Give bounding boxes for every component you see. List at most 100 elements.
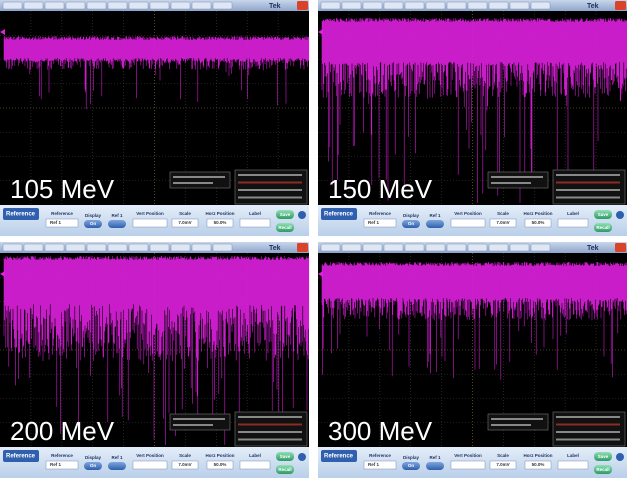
close-control[interactable] (616, 211, 624, 219)
control-label: Horz Position (524, 211, 553, 216)
control-label: Ref 1 (429, 213, 441, 218)
value-field (133, 461, 167, 469)
menu-tab (192, 244, 211, 251)
menu-tab (447, 244, 466, 251)
menu-tab (384, 2, 403, 9)
control-label: Vert Position (454, 453, 482, 458)
control-label: Save (598, 212, 609, 217)
control-label: Horz Position (524, 453, 553, 458)
readout-line (173, 418, 225, 420)
close-control[interactable] (616, 453, 624, 461)
menu-tab (510, 2, 529, 9)
readout-line (173, 182, 213, 184)
close-control[interactable] (298, 453, 306, 461)
menu-tab (426, 2, 445, 9)
menu-tab (3, 244, 22, 251)
control-label: Scale (179, 453, 191, 458)
control-label: Scale (497, 211, 509, 216)
readout-box (170, 414, 230, 430)
menu-tab (405, 2, 424, 9)
close-button (297, 243, 308, 252)
menu-tab (510, 244, 529, 251)
control-label: 50.0% (214, 462, 227, 467)
scope-window: Tek300 MeVReferenceReferenceRef 1Display… (318, 242, 627, 478)
brand-text: Tek (269, 3, 281, 10)
readout-line (238, 174, 302, 176)
value-field (133, 219, 167, 227)
menu-tab (45, 244, 64, 251)
readout-line (491, 182, 531, 184)
readout-box (488, 414, 548, 430)
menu-tab (66, 244, 85, 251)
ref-button[interactable] (426, 220, 444, 228)
readout-line (238, 431, 302, 433)
control-label: Ref 1 (368, 462, 380, 467)
control-label: Recall (278, 225, 291, 230)
menu-tab (213, 2, 232, 9)
value-field (451, 219, 485, 227)
ref-button[interactable] (108, 462, 126, 470)
control-label: 7.0mV (496, 462, 509, 467)
close-control[interactable] (298, 211, 306, 219)
control-label: Ref 1 (50, 462, 62, 467)
control-label: On (408, 463, 415, 468)
control-label: Display (85, 455, 102, 460)
readout-line (238, 424, 302, 426)
menu-tab (45, 2, 64, 9)
menu-tab (468, 2, 487, 9)
menu-tab (129, 244, 148, 251)
control-title: Reference (6, 454, 36, 460)
menu-tab (171, 244, 190, 251)
readout-line (556, 197, 620, 199)
control-label: Save (280, 454, 291, 459)
menu-tab (129, 2, 148, 9)
control-title: Reference (6, 212, 36, 218)
readout-box (488, 172, 548, 188)
menu-tab (3, 2, 22, 9)
menu-tab (342, 2, 361, 9)
menu-tab (405, 244, 424, 251)
menu-tab (108, 2, 127, 9)
readout-line (238, 189, 302, 191)
control-label: 50.0% (532, 462, 545, 467)
readout-line (556, 189, 620, 191)
control-title: Reference (324, 454, 354, 460)
control-label: Label (249, 211, 261, 216)
menu-tab (171, 2, 190, 9)
close-button (297, 1, 308, 10)
ref-button[interactable] (108, 220, 126, 228)
control-label: Recall (596, 225, 609, 230)
control-label: Save (280, 212, 291, 217)
readout-line (238, 197, 302, 199)
menu-tab (531, 244, 550, 251)
readout-line (491, 176, 543, 178)
menu-tab (321, 2, 340, 9)
screenshot-grid: Tek105 MeVReferenceReferenceRef 1Display… (0, 0, 627, 478)
menu-tab (24, 244, 43, 251)
control-label: Vert Position (136, 453, 164, 458)
readout-line (173, 424, 213, 426)
control-label: On (90, 221, 97, 226)
value-field (558, 461, 588, 469)
menu-tab (66, 2, 85, 9)
control-label: Label (567, 453, 579, 458)
brand-text: Tek (587, 3, 599, 10)
menu-tab (108, 244, 127, 251)
control-label: Recall (278, 467, 291, 472)
close-button (615, 1, 626, 10)
value-field (240, 461, 270, 469)
readout-line (238, 182, 302, 184)
energy-label: 300 MeV (328, 416, 433, 446)
control-label: 7.0mV (178, 462, 191, 467)
control-label: Reference (51, 453, 73, 458)
control-label: Reference (51, 211, 73, 216)
control-label: Ref 1 (111, 213, 123, 218)
readout-line (556, 439, 620, 441)
control-label: Horz Position (206, 211, 235, 216)
ref-button[interactable] (426, 462, 444, 470)
control-title: Reference (324, 212, 354, 218)
menu-tab (447, 2, 466, 9)
control-label: Horz Position (206, 453, 235, 458)
menu-tab (150, 244, 169, 251)
readout-line (238, 439, 302, 441)
